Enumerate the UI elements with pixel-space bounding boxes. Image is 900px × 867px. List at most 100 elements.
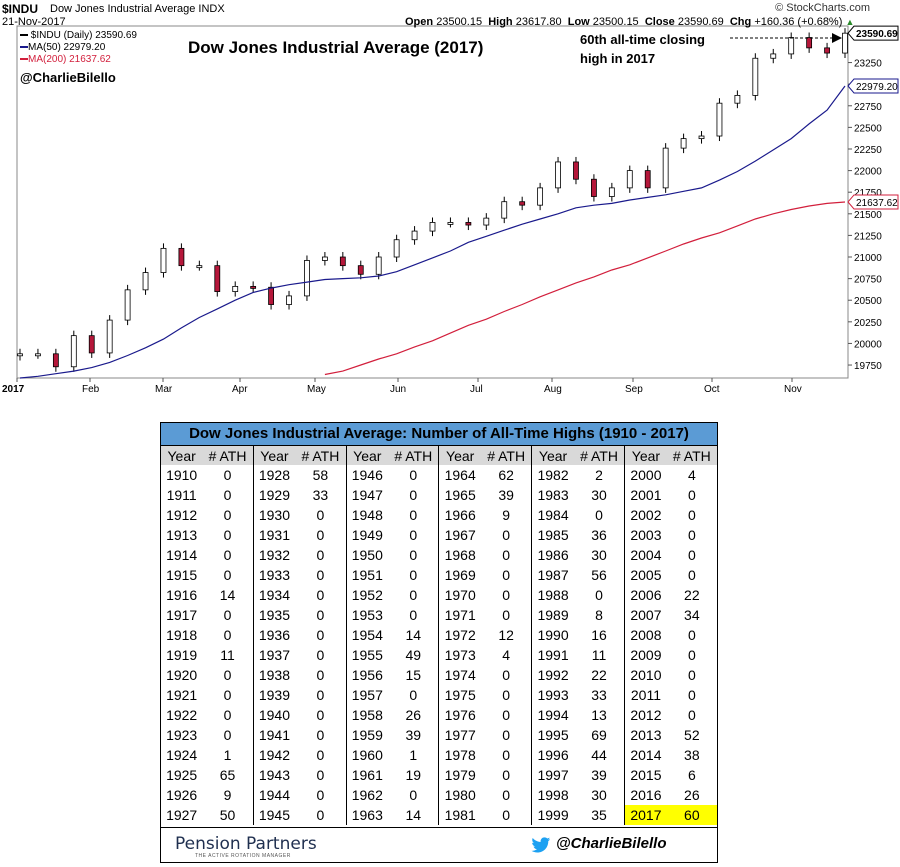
table-row: 1911 0 1929 33 1947 0 1965 39 1983 30 2001 0 (161, 485, 717, 505)
ath-count-cell: 0 (388, 525, 440, 545)
ath-count-cell: 0 (480, 545, 533, 565)
ath-count-cell: 0 (295, 585, 347, 605)
ath-count-cell: 39 (388, 725, 440, 745)
year-cell: 1918 (166, 627, 198, 643)
ath-count-cell: 33 (295, 485, 347, 505)
legend-ma200-label: MA(200) 21637.62 (28, 54, 111, 65)
year-cell: 1914 (166, 547, 198, 563)
ohlc-readout: Open 23500.15 High 23617.80 Low 23500.15… (405, 16, 854, 28)
ath-count-cell: 0 (687, 547, 696, 563)
price-candle (698, 135, 705, 140)
price-candle (88, 335, 95, 354)
ath-count-cell: 0 (388, 505, 440, 525)
price-candle (626, 170, 633, 189)
ath-count-cell: 0 (295, 705, 347, 725)
annotation-arrowhead (832, 33, 842, 43)
ath-count-cell: 0 (687, 627, 696, 643)
ath-count-cell: 19 (388, 765, 440, 785)
price-candle (178, 247, 185, 267)
ath-count-cell: 9 (480, 505, 533, 525)
x-tick-label: Aug (544, 384, 562, 395)
high-value: 23617.80 (515, 16, 562, 28)
table-row: 1921 0 1939 0 1957 0 1975 0 1993 33 2011 0 (161, 685, 717, 705)
year-cell: 1930 (258, 507, 291, 523)
year-cell: 1980 (444, 787, 476, 803)
ath-count-cell: 15 (388, 665, 440, 685)
year-cell: 1933 (258, 567, 291, 583)
annotation-line-2: high in 2017 (580, 51, 656, 66)
year-cell: 1997 (537, 767, 569, 783)
y-tick-label: 22500 (854, 123, 882, 134)
ath-count-cell: 0 (388, 585, 440, 605)
year-cell: 1943 (258, 767, 291, 783)
ticker-symbol: $INDU (2, 2, 39, 16)
ath-count-cell: 0 (573, 585, 626, 605)
price-tag-ma50: 22979.20 (856, 82, 898, 93)
ath-count-cell: 0 (295, 745, 347, 765)
x-tick-label: Mar (155, 384, 173, 395)
y-tick-label: 22000 (854, 167, 882, 178)
year-cell: 1956 (351, 667, 383, 683)
price-candle (662, 147, 669, 189)
chart-date: 21-Nov-2017 (2, 16, 66, 28)
ath-count-cell: 39 (573, 765, 626, 785)
ath-count-cell: 0 (202, 665, 254, 685)
table-body: 1910 0 1928 58 1946 0 1964 62 1982 2 2000 4 1911 0 192… (161, 465, 717, 825)
ath-count-cell: 0 (295, 785, 347, 805)
price-tag-close: 23590.69 (856, 29, 898, 40)
price-candle (70, 335, 77, 368)
ath-count-cell: 26 (388, 705, 440, 725)
ath-count-cell: 4 (480, 645, 533, 665)
ath-count-cell: 16 (573, 625, 626, 645)
x-tick-label: Oct (704, 384, 720, 395)
year-cell: 1970 (444, 587, 476, 603)
year-cell: 1931 (258, 527, 291, 543)
year-cell: 1975 (444, 687, 476, 703)
price-candle (770, 53, 777, 59)
year-cell: 1961 (351, 767, 383, 783)
year-cell: 1964 (444, 467, 476, 483)
ath-count-cell: 14 (388, 625, 440, 645)
brand-watermark: © StockCharts.com (775, 2, 870, 14)
col-header-ath: # ATH (388, 446, 440, 465)
year-cell: 1995 (537, 727, 569, 743)
year-cell: 2000 (630, 467, 662, 483)
table-header-row: Year # ATH Year # ATH Year # ATH Year # ATH Year… (161, 446, 717, 465)
year-cell: 1920 (166, 667, 198, 683)
low-label: Low (567, 16, 590, 28)
year-cell: 1985 (537, 527, 569, 543)
year-cell: 1979 (444, 767, 476, 783)
price-candle (268, 286, 274, 305)
price-tag-close-box (847, 25, 899, 41)
price-candle (35, 353, 41, 357)
year-cell: 2014 (630, 747, 662, 763)
ath-table-panel: Dow Jones Industrial Average: Number of … (160, 422, 718, 863)
year-cell: 1932 (258, 547, 291, 563)
year-cell: 1953 (351, 607, 383, 623)
y-tick-label: 21500 (854, 210, 882, 221)
table-row: 1913 0 1931 0 1949 0 1967 0 1985 36 2003 0 (161, 525, 717, 545)
y-tick-label: 22750 (854, 102, 882, 113)
year-cell: 1984 (537, 507, 569, 523)
col-header-year: Year (161, 446, 203, 465)
ath-count-cell: 0 (480, 765, 533, 785)
price-candle (232, 285, 239, 292)
ath-count-cell: 0 (202, 605, 254, 625)
year-cell: 2001 (630, 487, 662, 503)
year-cell: 1911 (166, 487, 197, 503)
year-cell: 1990 (537, 627, 569, 643)
year-cell: 2011 (630, 687, 661, 703)
year-cell: 1923 (166, 727, 198, 743)
year-cell: 1959 (351, 727, 383, 743)
ath-count-cell: 0 (687, 687, 696, 703)
ath-count-cell: 30 (573, 485, 626, 505)
table-row: 1920 0 1938 0 1956 15 1974 0 1992 22 2010 0 (161, 665, 717, 685)
ath-count-cell: 26 (684, 787, 700, 803)
chart-grid (16, 25, 849, 379)
price-tags: 23590.69 22979.20 21637.62 (847, 25, 899, 210)
chart-legend: $INDU (Daily) 23590.69 MA(50) 22979.20 M… (20, 30, 137, 66)
col-header-ath: # ATH (480, 446, 533, 465)
year-cell: 2005 (630, 567, 662, 583)
price-candle (555, 161, 561, 189)
year-cell: 1982 (537, 467, 569, 483)
